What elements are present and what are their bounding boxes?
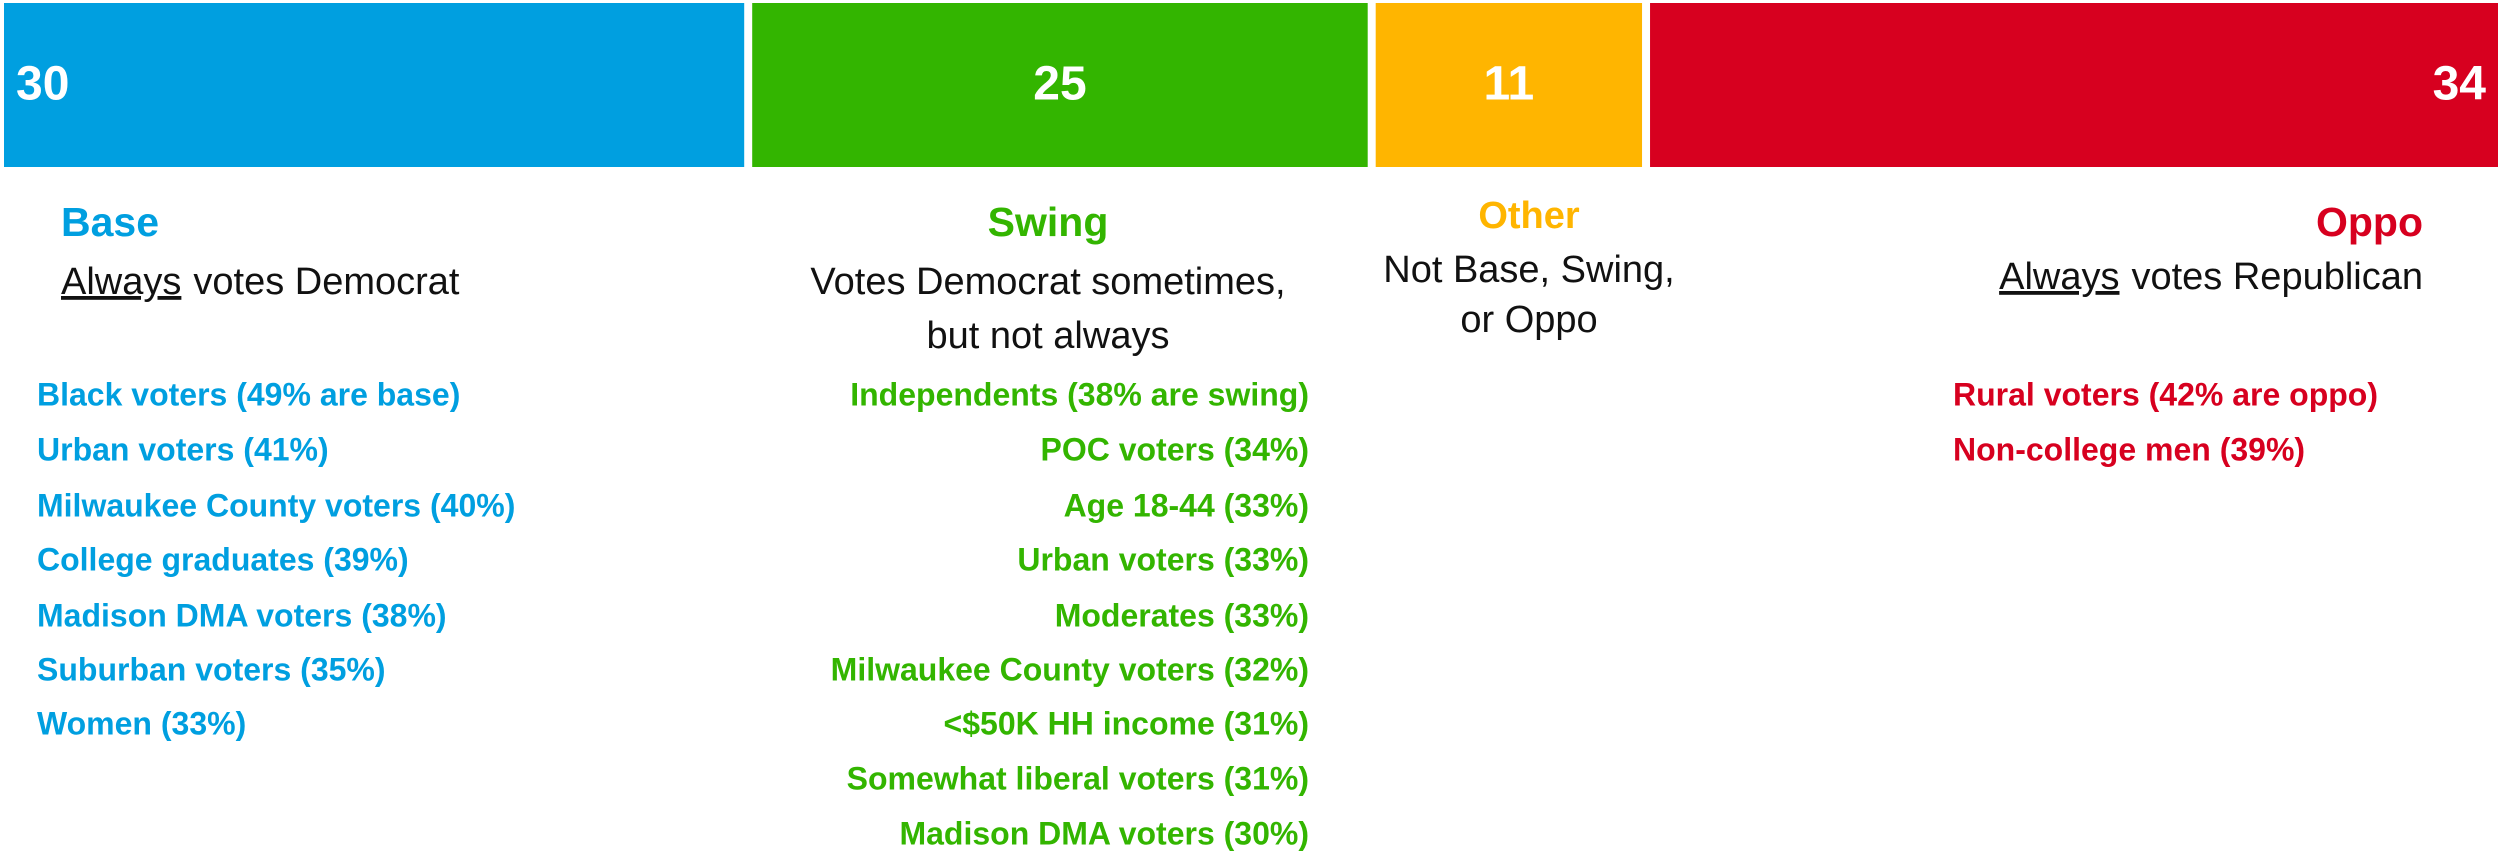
segment-item: Rural voters (42% are oppo) — [1953, 376, 2378, 412]
segment-item: Madison DMA voters (38%) — [37, 597, 447, 633]
description-text: votes Republican — [2131, 256, 2423, 298]
segment-value: 30 — [16, 58, 69, 111]
underlined-word: Always — [1999, 256, 2119, 298]
segment-item: Age 18-44 (33%) — [1064, 487, 1309, 523]
segment-value: 11 — [1483, 58, 1534, 111]
segment-item: Black voters (49% are base) — [37, 376, 460, 412]
segment-item: Urban voters (33%) — [1017, 541, 1309, 577]
segment-item: POC voters (34%) — [1040, 431, 1309, 467]
group-description: or Oppo — [1460, 299, 1597, 341]
group-title: Other — [1478, 195, 1580, 237]
group-description: Always votes Republican — [1999, 256, 2423, 298]
segment-item: Milwaukee County voters (40%) — [37, 487, 515, 523]
segment-item: Milwaukee County voters (32%) — [831, 651, 1309, 687]
bar-segment — [1650, 3, 2498, 167]
segment-item: Independents (38% are swing) — [850, 376, 1309, 412]
group-title: Swing — [988, 199, 1109, 245]
underlined-word: Always — [61, 261, 181, 303]
bar-segment — [4, 3, 745, 167]
segment-value: 34 — [2433, 58, 2487, 111]
segment-item: College graduates (39%) — [37, 541, 409, 577]
bar-segment — [752, 3, 1368, 167]
segment-item: Non-college men (39%) — [1953, 431, 2305, 467]
segment-item: Women (33%) — [37, 705, 246, 741]
group-title: Oppo — [2316, 199, 2423, 245]
group-description: Votes Democrat sometimes, — [810, 261, 1285, 303]
bar-segment — [1375, 3, 1643, 167]
segment-item: Suburban voters (35%) — [37, 651, 386, 687]
segment-item: Madison DMA voters (30%) — [899, 815, 1309, 851]
group-title: Base — [61, 199, 159, 245]
segment-value: 25 — [1033, 58, 1086, 111]
segment-item: Moderates (33%) — [1055, 597, 1309, 633]
segment-item: Urban voters (41%) — [37, 431, 329, 467]
segment-item: Somewhat liberal voters (31%) — [847, 760, 1309, 796]
group-description: Not Base, Swing, — [1383, 249, 1674, 291]
group-description: but not always — [927, 315, 1170, 357]
segment-item: <$50K HH income (31%) — [944, 705, 1309, 741]
group-description: Always votes Democrat — [61, 261, 460, 303]
description-text: votes Democrat — [193, 261, 460, 303]
